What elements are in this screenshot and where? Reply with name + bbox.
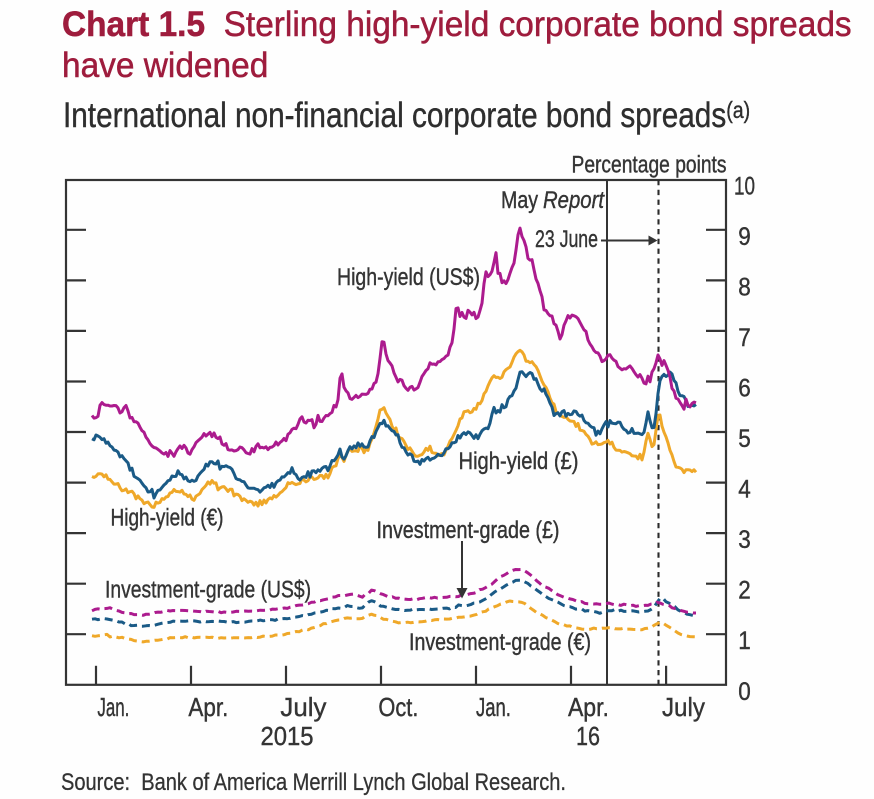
svg-text:July: July <box>280 692 326 722</box>
svg-text:Investment-grade (US$): Investment-grade (US$) <box>105 577 311 604</box>
svg-text:Report: Report <box>543 187 605 214</box>
svg-text:Jan.: Jan. <box>97 692 129 722</box>
svg-text:1: 1 <box>738 627 751 655</box>
svg-text:4: 4 <box>738 476 751 504</box>
svg-text:Oct.: Oct. <box>378 692 418 722</box>
svg-text:Apr.: Apr. <box>568 692 609 722</box>
svg-text:Investment-grade (£): Investment-grade (£) <box>377 517 560 544</box>
svg-text:May: May <box>501 187 538 214</box>
svg-text:5: 5 <box>738 425 751 453</box>
svg-text:2015: 2015 <box>261 721 314 751</box>
svg-text:7: 7 <box>738 324 751 352</box>
svg-text:9: 9 <box>738 223 751 251</box>
svg-text:High-yield (€): High-yield (€) <box>111 505 224 532</box>
svg-text:16: 16 <box>576 721 600 751</box>
svg-text:High-yield (£): High-yield (£) <box>459 448 579 475</box>
svg-text:2: 2 <box>738 577 751 605</box>
svg-text:0: 0 <box>738 678 751 706</box>
svg-text:Apr.: Apr. <box>188 692 228 722</box>
svg-text:High-yield (US$): High-yield (US$) <box>337 264 480 291</box>
svg-text:3: 3 <box>738 526 751 554</box>
svg-text:23 June: 23 June <box>535 226 598 253</box>
svg-text:July: July <box>662 692 705 722</box>
svg-text:Percentage points: Percentage points <box>572 151 727 178</box>
svg-text:Jan.: Jan. <box>476 692 511 722</box>
svg-text:6: 6 <box>738 375 751 403</box>
svg-text:10: 10 <box>734 172 755 200</box>
svg-text:Investment-grade (€): Investment-grade (€) <box>409 629 591 656</box>
svg-text:8: 8 <box>738 273 751 301</box>
